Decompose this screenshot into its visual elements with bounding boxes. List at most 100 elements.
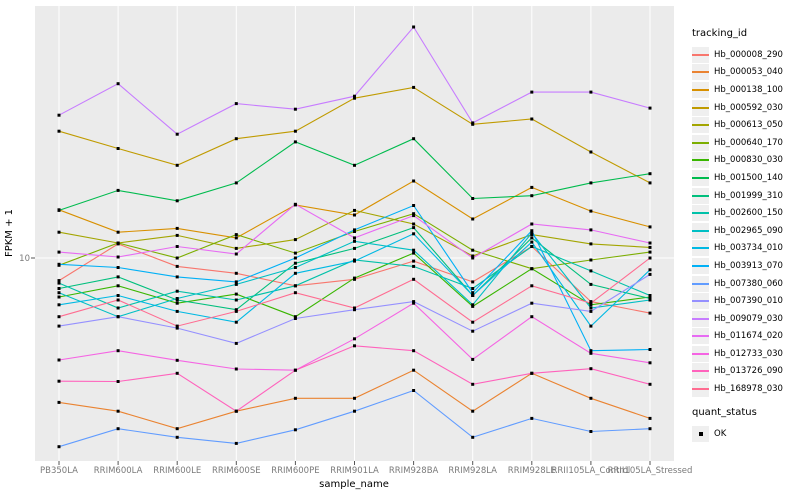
- data-point: [412, 137, 416, 141]
- data-point: [589, 242, 593, 246]
- legend-key-line: [692, 229, 709, 232]
- legend-label: Hb_002600_150: [714, 208, 783, 219]
- data-point: [57, 295, 61, 299]
- data-point: [648, 172, 652, 176]
- x-tick-label-1: RRIM600LA: [94, 466, 143, 476]
- data-point: [589, 309, 593, 313]
- data-point: [471, 254, 475, 258]
- data-point: [293, 317, 297, 320]
- data-point: [116, 380, 120, 383]
- series-points-Hb_013726_090: [57, 344, 652, 413]
- data-point: [57, 113, 61, 117]
- data-point: [471, 329, 475, 333]
- legend-key-line: [692, 335, 709, 338]
- legend-label: Hb_168978_030: [714, 384, 783, 395]
- data-point: [530, 267, 534, 271]
- data-point: [57, 291, 61, 295]
- data-point: [116, 294, 120, 297]
- data-point: [589, 303, 593, 307]
- legend-key-swatch: [692, 275, 709, 292]
- data-point: [648, 181, 652, 185]
- legend-key-swatch: [692, 187, 709, 204]
- series-points-Hb_009079_030: [57, 25, 652, 136]
- data-point: [412, 300, 416, 304]
- legend-entry-Hb_009079_030: Hb_009079_030: [692, 310, 800, 328]
- x-tick-labels: PB350LA RRIM600LA RRIM600LE RRIM600SE RRIM60…: [40, 466, 692, 476]
- legend-entry-Hb_011674_020: Hb_011674_020: [692, 328, 800, 346]
- data-point: [412, 85, 416, 89]
- data-point: [412, 277, 416, 281]
- data-point: [648, 225, 652, 229]
- data-point: [293, 140, 297, 144]
- data-point: [175, 132, 179, 136]
- data-point: [648, 311, 652, 315]
- data-point: [589, 90, 593, 94]
- data-point: [589, 367, 593, 371]
- legend-entry-Hb_000138_100: Hb_000138_100: [692, 81, 800, 99]
- data-point: [175, 297, 179, 300]
- legend-key-swatch: [692, 363, 709, 380]
- data-point: [648, 427, 652, 431]
- data-point: [530, 233, 534, 237]
- data-point: [116, 315, 120, 319]
- data-point: [293, 284, 297, 288]
- legend-key-swatch: [692, 152, 709, 169]
- data-point: [648, 106, 652, 110]
- data-point: [116, 427, 120, 431]
- legend-key-swatch: [692, 64, 709, 81]
- data-point: [471, 409, 475, 413]
- legend-key-swatch: [692, 46, 709, 63]
- data-point: [116, 82, 120, 86]
- legend-label: Hb_001999_310: [714, 190, 783, 201]
- data-point: [648, 250, 652, 254]
- data-point: [234, 280, 238, 284]
- legend-label: Hb_001500_140: [714, 172, 783, 183]
- data-point: [412, 368, 416, 372]
- data-point: [175, 289, 179, 293]
- legend-key-line: [692, 71, 709, 74]
- data-point: [234, 320, 238, 324]
- legend-entry-Hb_000053_040: Hb_000053_040: [692, 64, 800, 82]
- data-point: [175, 324, 179, 328]
- y-axis-title: FPKM + 1: [4, 209, 15, 257]
- legend-key-line: [692, 141, 709, 144]
- data-point: [353, 230, 356, 233]
- data-point: [471, 304, 475, 308]
- legend-entry-Hb_000008_290: Hb_000008_290: [692, 46, 800, 64]
- legend-title-quant-status: quant_status: [692, 406, 757, 418]
- data-point: [116, 230, 120, 234]
- data-point: [116, 188, 120, 192]
- data-point: [412, 212, 416, 216]
- data-point: [530, 245, 534, 248]
- legend-entry-Hb_007380_060: Hb_007380_060: [692, 275, 800, 293]
- data-point: [530, 117, 534, 121]
- data-point: [57, 230, 61, 234]
- data-point: [589, 228, 593, 232]
- legend-key-swatch: [692, 425, 709, 442]
- data-point: [234, 367, 238, 371]
- data-point: [57, 400, 61, 404]
- data-point: [530, 301, 534, 305]
- data-point: [57, 287, 61, 290]
- data-point: [234, 271, 238, 275]
- data-point: [530, 194, 534, 198]
- series-points-Hb_168978_030: [57, 256, 652, 328]
- legend-items-tracking-id: Hb_000008_290 Hb_000053_040 Hb_000138_100 H…: [692, 46, 800, 398]
- data-point: [412, 301, 416, 305]
- data-point: [471, 382, 475, 386]
- legend-label: Hb_003913_070: [714, 260, 783, 271]
- data-point: [175, 301, 179, 305]
- data-point: [57, 303, 61, 307]
- legend-key-swatch: [692, 134, 709, 151]
- legend-label: Hb_003734_010: [714, 243, 783, 254]
- legend-entry-Hb_003734_010: Hb_003734_010: [692, 240, 800, 258]
- data-point: [57, 262, 61, 266]
- legend-label: Hb_013726_090: [714, 366, 783, 377]
- black-square-marker-icon: [698, 431, 703, 436]
- data-point: [175, 245, 179, 248]
- data-point: [530, 231, 534, 235]
- data-point: [530, 222, 534, 226]
- data-point: [412, 259, 416, 263]
- data-point: [116, 349, 120, 353]
- data-point: [293, 129, 297, 133]
